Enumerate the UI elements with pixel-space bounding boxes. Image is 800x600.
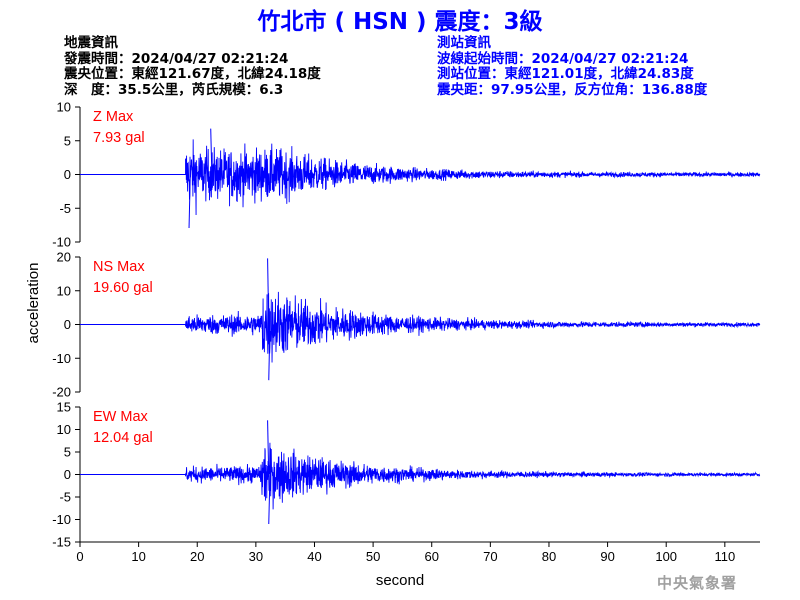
max-value: 7.93 gal [93,130,145,146]
max-label: Z Max [93,109,134,125]
panel-z: 10 5 0 -5 -10 Z Max 7.93 gal [52,100,761,250]
x-tick-label: 50 [366,549,380,564]
earthquake-info-panel: 地震資訊 發震時間：2024/04/27 02:21:24 震央位置：東經121… [64,36,321,98]
y-tick-label: -5 [59,201,71,216]
max-value: 19.60 gal [93,280,153,296]
origin-time: 發震時間：2024/04/27 02:21:24 [64,50,289,67]
max-value: 12.04 gal [93,430,153,446]
x-axis-label: second [376,572,424,589]
peak-negative-mark [188,165,191,229]
chart-title: 竹北市 ( HSN ) 震度：3級 [257,9,543,35]
y-tick-label: 5 [64,133,71,148]
x-tick-label: 80 [542,549,556,564]
y-tick-label: 5 [64,445,71,460]
station-info-panel: 測站資訊 波線起始時間：2024/04/27 02:21:24 測站位置：東經1… [437,36,707,98]
y-axis-label: acceleration [25,263,42,344]
peak-positive-mark [267,258,270,345]
x-tick-label: 10 [131,549,145,564]
distance-azimuth: 震央距：97.95公里，反方位角：136.88度 [437,81,708,98]
max-label: EW Max [93,409,149,425]
y-tick-label: -10 [52,235,71,250]
x-tick-label: 60 [424,549,438,564]
peak-positive-mark [267,420,270,491]
y-tick-label: 10 [57,100,71,115]
peak-negative-mark [268,463,271,525]
x-tick-label: 0 [76,549,83,564]
x-tick-label: 110 [714,549,735,564]
wave-start-time: 波線起始時間：2024/04/27 02:21:24 [437,50,689,67]
y-tick-label: 15 [57,400,71,415]
waveform-trace-ns [80,291,761,363]
x-tick-label: 20 [190,549,204,564]
y-tick-label: -15 [52,535,71,550]
x-tick-label: 90 [600,549,614,564]
waveform-trace-z [80,139,761,215]
y-tick-label: 10 [57,283,71,298]
agency-watermark: 中央氣象署 [657,574,738,592]
waveform-trace-ew [80,442,761,510]
y-tick-label: 0 [64,167,71,182]
x-tick-label: 100 [655,549,677,564]
peak-positive-mark [210,128,213,189]
x-tick-label: 40 [307,549,321,564]
peak-negative-mark [268,311,271,381]
max-label: NS Max [93,259,145,275]
y-tick-label: 0 [64,467,71,482]
y-tick-label: -10 [52,512,71,527]
y-tick-label: 20 [57,250,71,265]
y-tick-label: 0 [64,317,71,332]
earthquake-info-heading: 地震資訊 [64,35,118,51]
y-tick-label: 10 [57,422,71,437]
y-tick-label: -20 [52,385,71,400]
y-tick-label: -10 [52,351,71,366]
panel-ew: 15 10 5 0 -5 -10 -15 EW Max 12.04 gal [52,400,761,550]
station-location: 測站位置：東經121.01度，北緯24.83度 [437,66,694,82]
panel-ns: 20 10 0 -10 -20 NS Max 19.60 gal [52,250,761,400]
y-tick-label: -5 [59,490,71,505]
station-info-heading: 測站資訊 [437,35,491,51]
x-tick-label: 30 [249,549,263,564]
x-tick-label: 70 [483,549,497,564]
epicenter-location: 震央位置：東經121.67度，北緯24.18度 [64,66,321,82]
depth-magnitude: 深 度：35.5公里，芮氏規模：6.3 [64,81,284,98]
